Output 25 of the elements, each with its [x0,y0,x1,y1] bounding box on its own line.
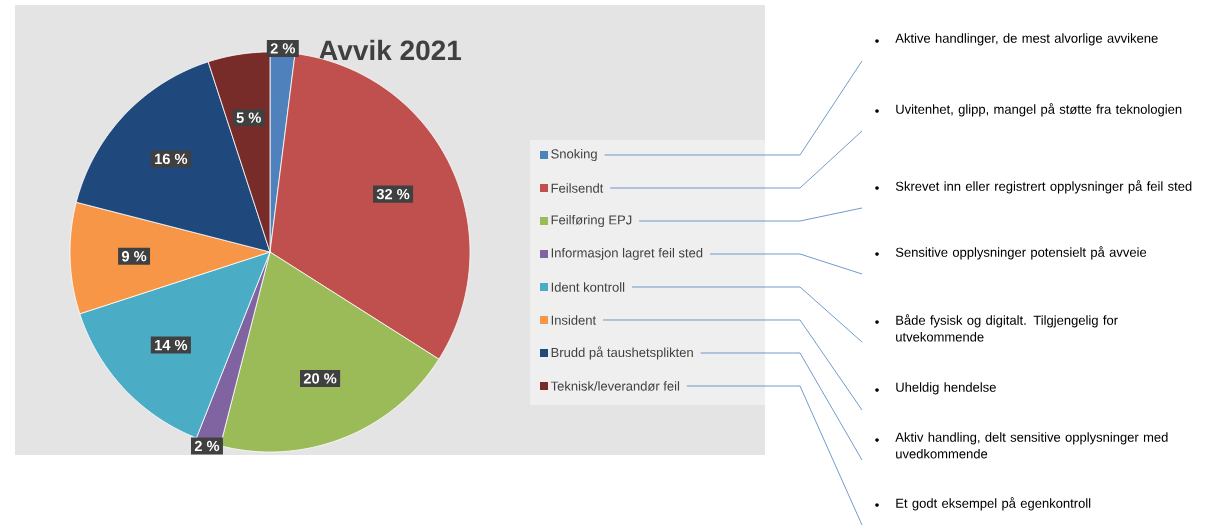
text: Skrevet inn eller registrert opplysninger på feil sted [895,180,1192,194]
legend-label: Informasjon lagret feil sted [551,247,703,261]
text: Aktiv handling, delt sensitive opplysninger med uvedkommende [895,432,1168,459]
chart-title: Avvik 2021 [318,39,462,61]
legend-label: Snoking [551,148,597,162]
data-label: 20 % [303,373,337,384]
text: Uheldig hendelse [896,382,996,395]
text: Både fysisk og digitalt. Tilgjengelig for utvekommende [896,314,1118,342]
legend-label: Ident kontroll [551,282,625,292]
data-label: 16 % [155,153,188,165]
text: Aktive handlinger, de mest alvorlige avvikene [895,33,1158,46]
data-label: 5 % [236,112,261,123]
legend-label: Feilsendt [551,183,604,193]
legend-label: Brudd på taushetsplikten [551,346,693,360]
data-label: 2 % [270,43,296,54]
text: Uvitenhet, glipp, mangel på støtte fra teknologien [896,103,1182,117]
text: Sensitive opplysninger potensielt på avveie [895,246,1147,260]
legend-label: Feilføring EPJ [551,214,632,228]
data-label: 9 % [121,251,147,262]
data-label: 2 % [194,440,220,452]
text: Et godt eksempel på egenkontroll [896,497,1091,511]
legend-label: Insident [551,315,597,325]
data-label: 14 % [155,339,188,351]
data-label: 32 % [376,188,410,200]
legend-label: Teknisk/leverandør feil [550,381,680,391]
